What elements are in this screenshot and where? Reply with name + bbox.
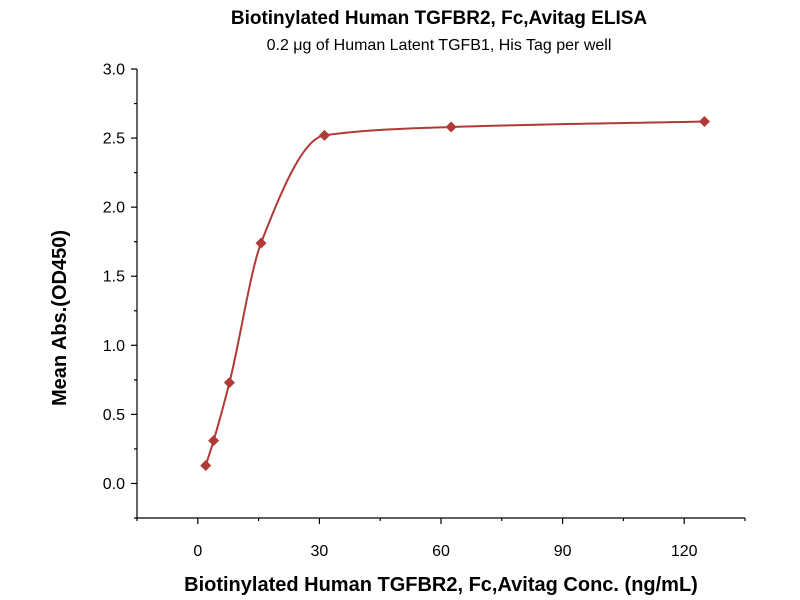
x-tick-label: 120 (671, 543, 698, 560)
data-point (200, 460, 212, 472)
chart-title: Biotinylated Human TGFBR2, Fc,Avitag ELI… (231, 8, 648, 29)
data-point (318, 129, 330, 141)
data-point (208, 435, 220, 447)
y-tick-label: 2.5 (103, 131, 125, 148)
data-points (200, 115, 710, 472)
x-tick-label: 30 (311, 543, 329, 560)
x-tick-label: 0 (193, 543, 202, 560)
y-axis-label: Mean Abs.(OD450) (49, 230, 71, 406)
x-tick-label: 60 (432, 543, 450, 560)
y-tick-label: 1.5 (103, 269, 125, 286)
fit-curve (204, 120, 705, 466)
data-point (698, 115, 710, 127)
x-tick-label: 90 (554, 543, 572, 560)
x-ticks: 0 30 60 90 120 (136, 518, 746, 560)
axes: 0.0 0.5 1.0 1.5 2.0 2.5 3.0 0 30 60 90 120 (103, 62, 746, 560)
y-tick-label: 2.0 (103, 200, 125, 217)
y-tick-label: 3.0 (103, 62, 125, 79)
data-point (223, 377, 235, 389)
data-point (255, 237, 267, 249)
y-ticks: 0.0 0.5 1.0 1.5 2.0 2.5 3.0 (103, 62, 137, 519)
plot-area (200, 115, 710, 472)
x-axis-label: Biotinylated Human TGFBR2, Fc,Avitag Con… (184, 574, 698, 596)
y-tick-label: 0.0 (103, 476, 125, 493)
data-point (445, 121, 457, 133)
y-tick-label: 0.5 (103, 407, 125, 424)
y-tick-label: 1.0 (103, 338, 125, 355)
chart-subtitle: 0.2 μg of Human Latent TGFB1, His Tag pe… (267, 37, 612, 54)
